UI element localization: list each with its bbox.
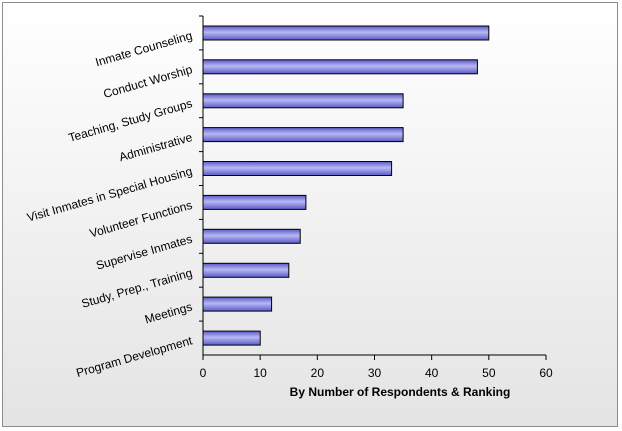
bar-9 bbox=[202, 296, 273, 312]
x-tick-label-6: 50 bbox=[482, 366, 496, 380]
category-label-1: Inmate Counseling bbox=[94, 28, 194, 69]
axes-group: 0 10 20 30 40 50 60 bbox=[199, 15, 553, 380]
x-tick-label-7: 60 bbox=[539, 366, 553, 380]
bar-1 bbox=[202, 25, 490, 41]
x-tick-label-5: 40 bbox=[425, 366, 439, 380]
bar-10 bbox=[202, 330, 261, 346]
category-label-7: Supervise Inmates bbox=[94, 232, 193, 273]
x-tick-label-3: 20 bbox=[311, 366, 325, 380]
bar-6 bbox=[202, 194, 307, 210]
bar-5 bbox=[202, 161, 393, 176]
bar-2 bbox=[202, 59, 478, 75]
x-tick-label-2: 10 bbox=[253, 366, 267, 380]
bar-7 bbox=[202, 228, 301, 244]
x-axis-title: By Number of Respondents & Ranking bbox=[290, 385, 511, 399]
category-label-10: Program Development bbox=[75, 333, 195, 380]
x-tick-label-4: 30 bbox=[368, 366, 382, 380]
category-label-4: Administrative bbox=[118, 130, 195, 164]
bar-3 bbox=[202, 93, 404, 109]
bars-group bbox=[202, 25, 490, 346]
category-label-6: Volunteer Functions bbox=[88, 198, 194, 241]
x-tick-label-1: 0 bbox=[200, 366, 207, 380]
bar-8 bbox=[202, 262, 290, 278]
category-label-9: Meetings bbox=[143, 300, 194, 327]
category-label-2: Conduct Worship bbox=[102, 62, 194, 101]
bar-4 bbox=[202, 127, 404, 143]
